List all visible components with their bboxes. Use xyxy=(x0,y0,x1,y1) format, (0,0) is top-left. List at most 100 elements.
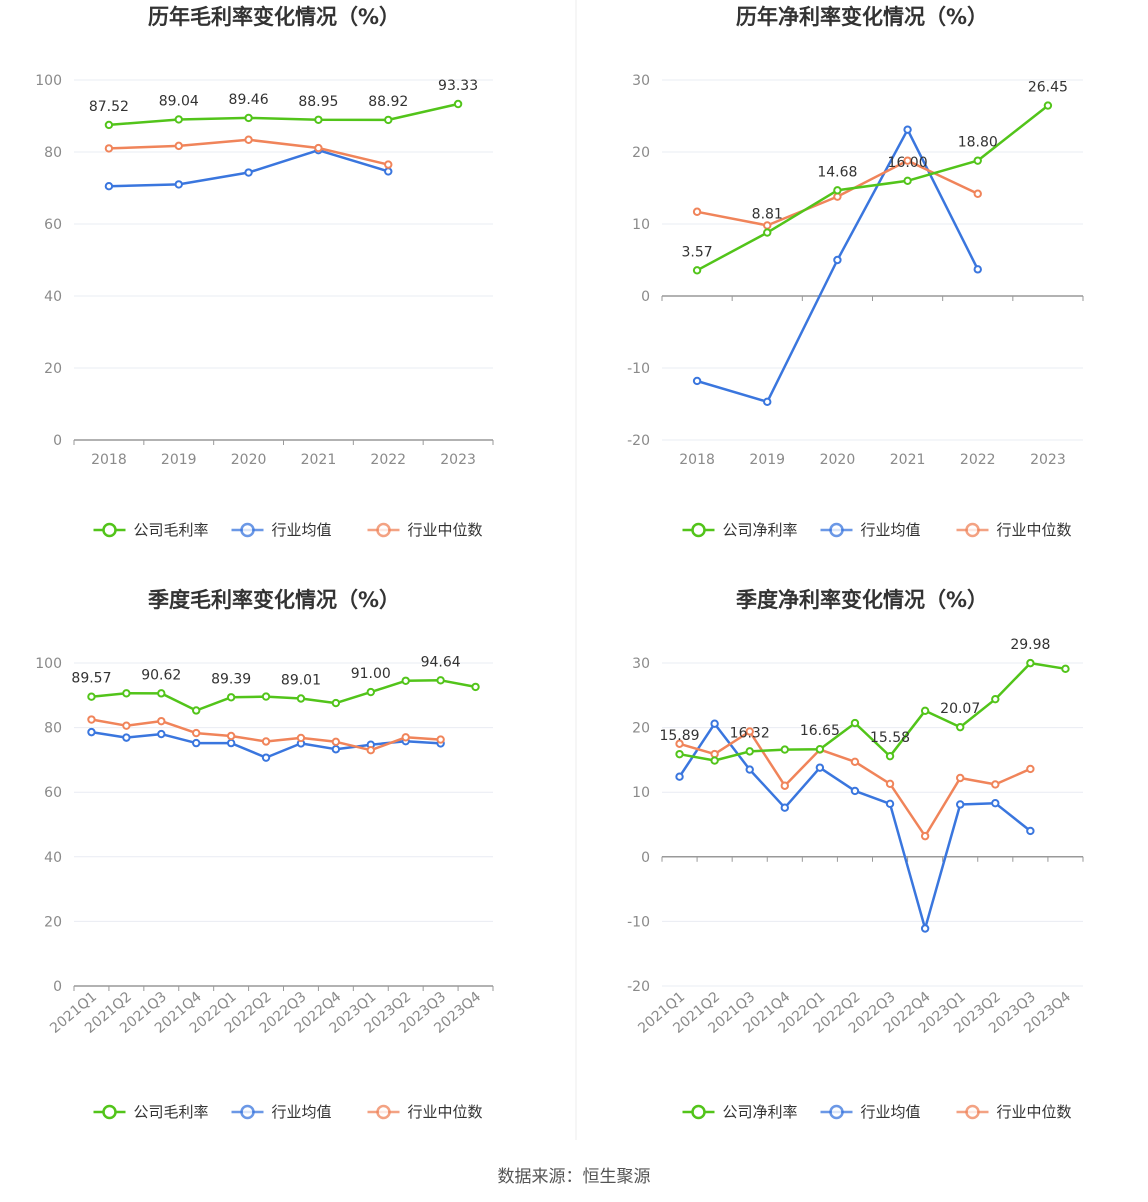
data-point-company xyxy=(780,745,789,754)
data-label-company: 26.45 xyxy=(1028,80,1068,96)
data-point-median xyxy=(436,735,445,744)
legend-marker-icon xyxy=(376,522,391,538)
data-label-company: 94.64 xyxy=(421,654,461,670)
data-label-company: 90.62 xyxy=(141,667,181,683)
data-point-median xyxy=(331,737,341,747)
legend-marker-icon xyxy=(965,1104,980,1120)
data-point-median xyxy=(366,746,375,755)
chart-title: 季度毛利率变化情况（%） xyxy=(148,588,400,612)
data-point-median xyxy=(157,716,166,726)
data-point-company xyxy=(453,99,463,109)
y-tick-label: 60 xyxy=(44,785,62,801)
y-tick-label: 100 xyxy=(35,656,62,672)
data-point-company xyxy=(675,749,684,759)
x-tick-label: 2020 xyxy=(820,452,856,468)
legend-label: 行业中位数 xyxy=(408,1103,483,1121)
data-point-avg xyxy=(157,729,166,739)
chart-panel-4: 季度净利率变化情况（%）-20-1001020302021Q12021Q2202… xyxy=(627,588,1084,1121)
data-point-company xyxy=(122,689,131,698)
legend-label: 行业均值 xyxy=(861,1103,921,1121)
data-label-company: 16.00 xyxy=(888,155,928,171)
series-line-company xyxy=(696,104,1049,272)
data-point-company xyxy=(261,692,271,701)
legend-label: 行业中位数 xyxy=(997,521,1072,539)
data-point-company xyxy=(244,113,253,123)
data-point-median xyxy=(226,731,236,741)
data-point-company xyxy=(692,266,702,275)
data-point-median xyxy=(956,773,965,783)
data-label-company: 93.33 xyxy=(438,78,478,94)
data-point-company xyxy=(104,120,114,130)
data-point-company xyxy=(885,751,895,761)
data-point-median xyxy=(780,781,789,790)
data-point-avg xyxy=(675,772,684,781)
data-point-median xyxy=(244,135,253,144)
data-point-avg xyxy=(87,727,96,737)
data-point-avg xyxy=(331,745,341,754)
data-point-median xyxy=(745,727,754,736)
x-tick-label: 2023 xyxy=(1030,452,1066,468)
legend-marker-icon xyxy=(376,1104,391,1120)
x-tick-label: 2019 xyxy=(161,452,197,468)
data-point-median xyxy=(87,715,96,724)
legend-item-company: 公司毛利率 xyxy=(93,521,209,539)
legend-label: 行业中位数 xyxy=(408,521,483,539)
data-point-median xyxy=(763,221,772,230)
data-point-company xyxy=(1026,658,1035,668)
data-point-median xyxy=(401,733,410,742)
data-point-avg xyxy=(763,397,772,407)
legend-item-median: 行业中位数 xyxy=(956,521,1072,539)
x-tick-label: 2021 xyxy=(301,452,337,468)
legend-label: 公司毛利率 xyxy=(134,1103,209,1121)
y-tick-label: 30 xyxy=(632,73,650,89)
data-point-avg xyxy=(973,265,982,274)
data-point-company xyxy=(366,687,375,697)
y-tick-label: -10 xyxy=(627,361,650,377)
legend-item-avg: 行业均值 xyxy=(820,1103,921,1121)
data-point-avg xyxy=(174,180,183,189)
y-tick-label: 30 xyxy=(632,656,650,672)
chart-panel-1: 历年毛利率变化情况（%） 0 20 40 60 80 100 2018 2019 2020 2021… xyxy=(35,5,494,539)
legend-item-company: 公司毛利率 xyxy=(93,1103,209,1121)
data-label-company: 89.01 xyxy=(281,672,321,688)
y-tick-label: -20 xyxy=(627,433,650,449)
data-point-company xyxy=(1061,664,1070,674)
data-point-median xyxy=(296,733,306,743)
y-tick-label: 0 xyxy=(641,289,650,305)
data-point-avg xyxy=(261,753,271,762)
y-tick-label: 80 xyxy=(44,145,62,161)
legend-marker-icon xyxy=(102,1104,117,1120)
y-tick-label: 0 xyxy=(53,433,62,449)
series-line-company xyxy=(679,661,1066,762)
x-tick-label: 2018 xyxy=(91,452,127,468)
data-point-company xyxy=(763,228,772,237)
data-point-avg xyxy=(991,798,1000,808)
data-point-company xyxy=(331,698,341,708)
data-point-avg xyxy=(920,924,930,933)
data-label-company: 88.92 xyxy=(368,94,408,110)
data-point-median xyxy=(314,143,323,153)
legend-item-median: 行业中位数 xyxy=(367,521,483,539)
data-label-company: 89.04 xyxy=(159,93,199,109)
legend-label: 行业均值 xyxy=(861,521,921,539)
chart-title: 历年毛利率变化情况（%） xyxy=(148,5,400,29)
legend-item-company: 公司净利率 xyxy=(682,521,798,539)
data-point-median xyxy=(192,728,201,738)
legend-label: 行业均值 xyxy=(272,521,332,539)
y-tick-label: -10 xyxy=(627,914,650,930)
y-tick-label: 60 xyxy=(44,217,62,233)
data-point-avg xyxy=(710,719,719,728)
legend-marker-icon xyxy=(965,522,980,538)
data-point-company xyxy=(973,156,982,165)
data-point-avg xyxy=(815,763,825,772)
data-point-avg xyxy=(1026,826,1035,836)
data-point-company xyxy=(850,718,860,728)
data-point-median xyxy=(710,749,719,759)
x-tick-label: 2022 xyxy=(370,452,406,468)
data-point-median xyxy=(384,160,393,169)
y-tick-label: 0 xyxy=(641,850,650,866)
data-label-company: 18.80 xyxy=(958,135,998,151)
y-tick-label: 10 xyxy=(632,785,650,801)
data-point-avg xyxy=(122,733,131,742)
data-point-avg xyxy=(692,376,702,386)
